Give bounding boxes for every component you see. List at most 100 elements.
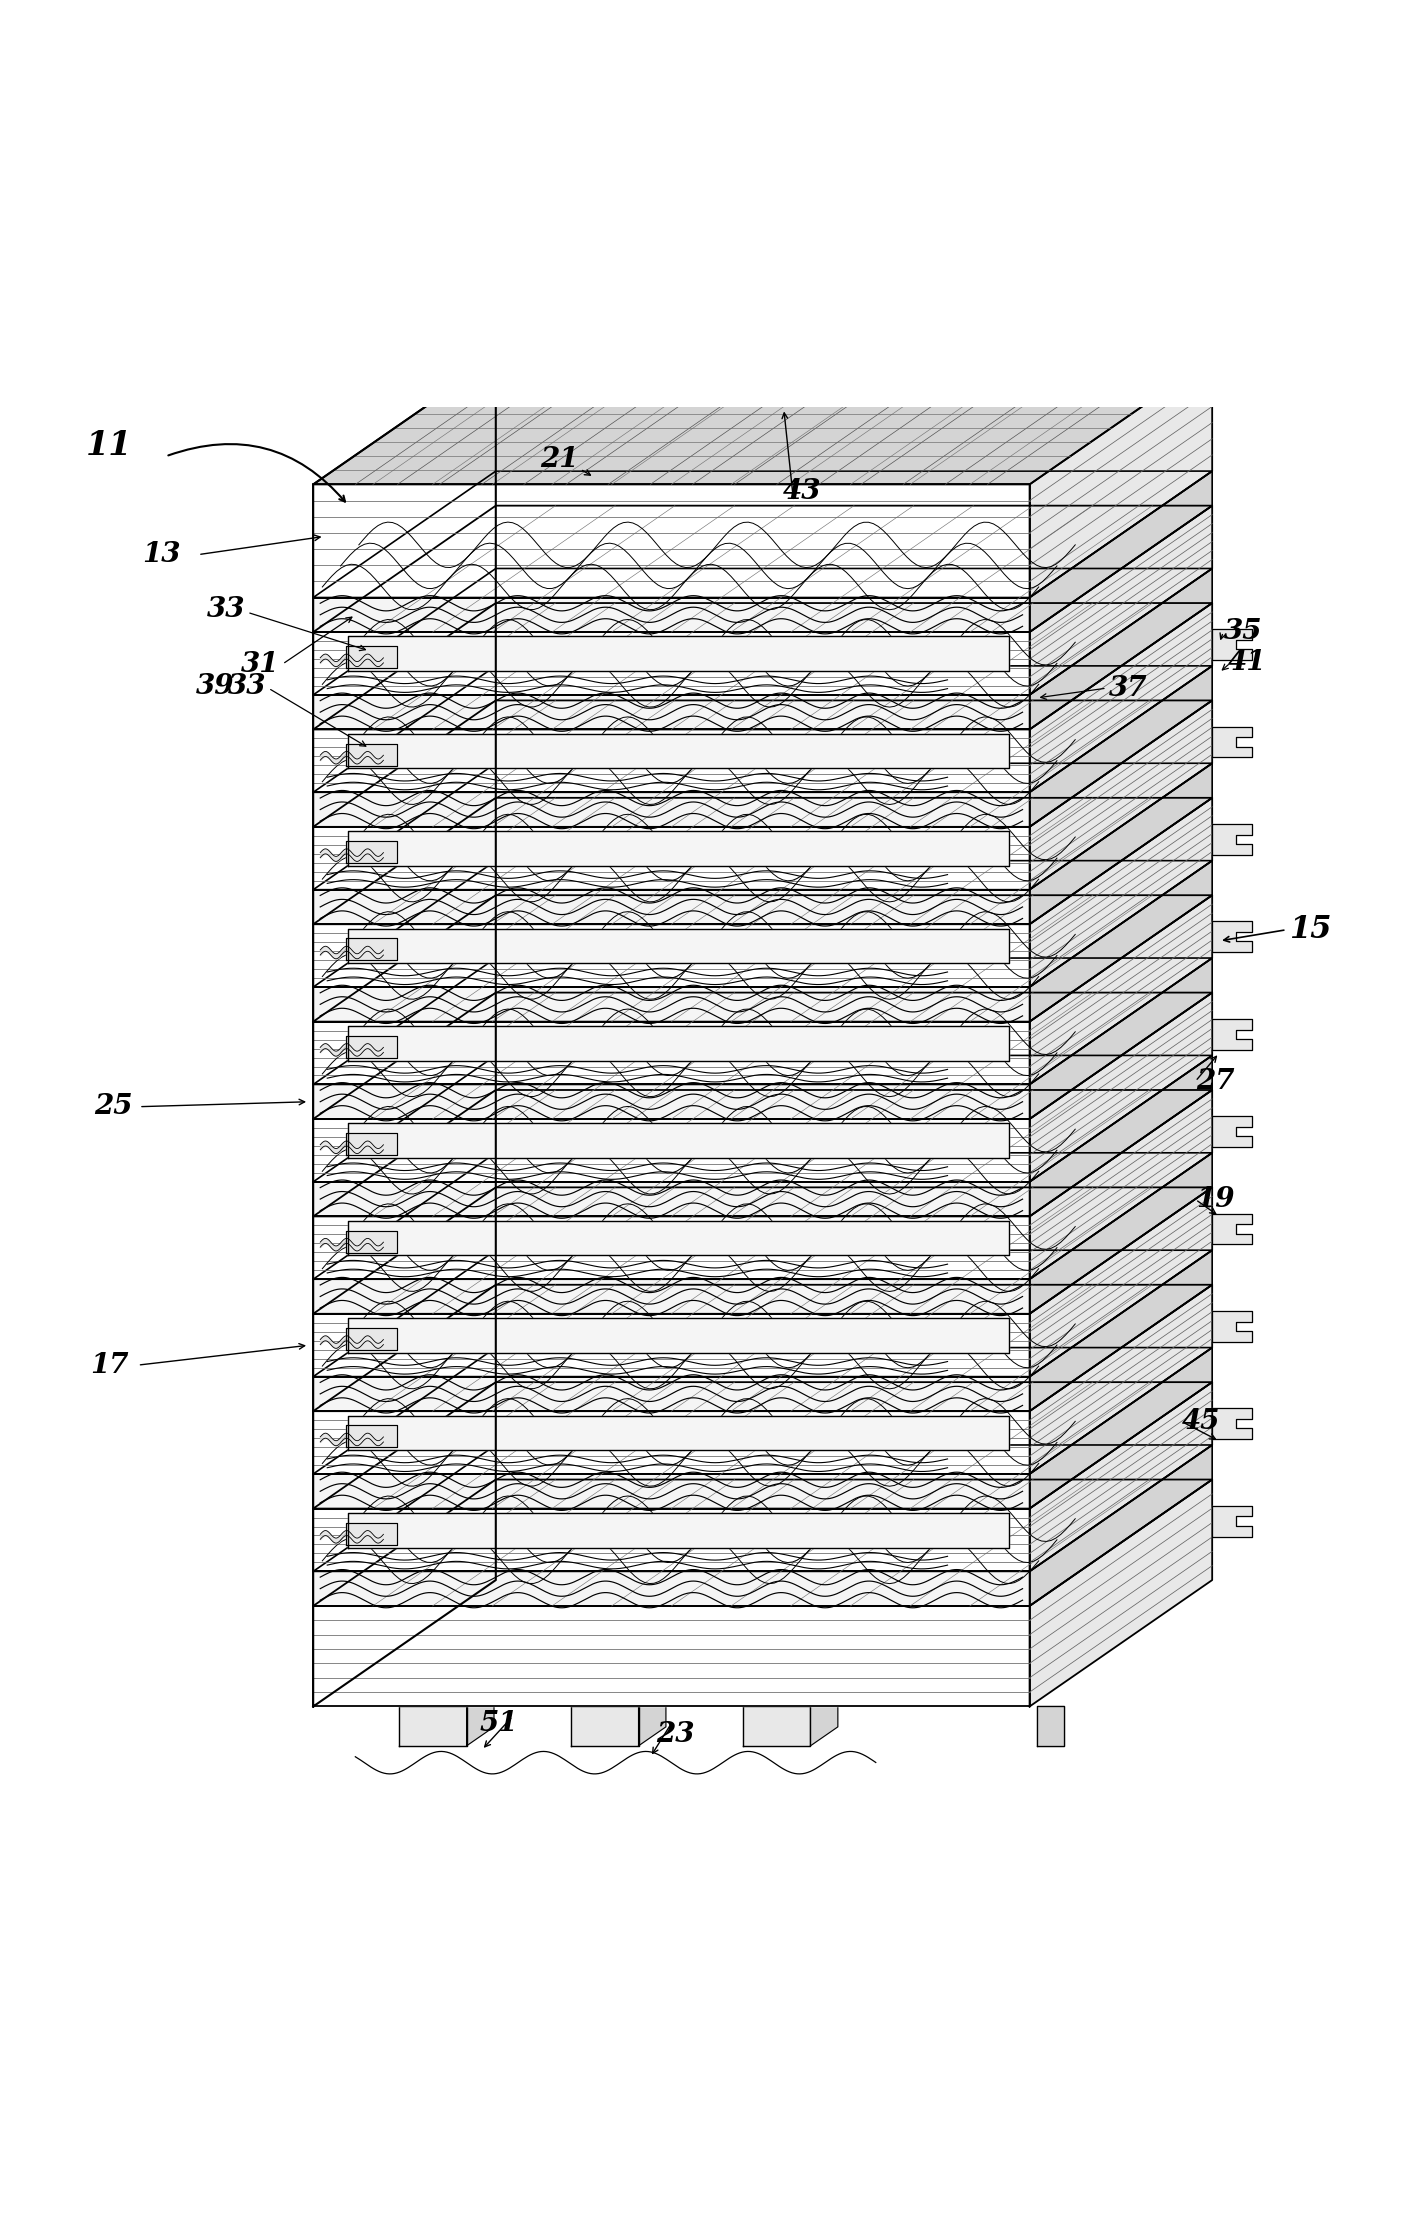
Polygon shape — [314, 695, 1030, 730]
Polygon shape — [1030, 1347, 1212, 1509]
Polygon shape — [639, 1686, 666, 1746]
Polygon shape — [1212, 1311, 1252, 1342]
Polygon shape — [314, 1021, 1030, 1085]
Polygon shape — [314, 1183, 1030, 1216]
Polygon shape — [1030, 1249, 1212, 1411]
Polygon shape — [314, 987, 1030, 1021]
Polygon shape — [314, 1607, 1030, 1706]
Polygon shape — [314, 1154, 1212, 1278]
Polygon shape — [1212, 823, 1252, 854]
Polygon shape — [346, 1036, 397, 1058]
Polygon shape — [314, 792, 1030, 828]
Polygon shape — [571, 1686, 666, 1706]
Polygon shape — [1030, 1056, 1212, 1216]
Polygon shape — [1030, 701, 1212, 890]
Polygon shape — [314, 1571, 1030, 1607]
Text: 41: 41 — [1228, 650, 1266, 677]
Polygon shape — [1212, 921, 1252, 952]
Polygon shape — [1030, 666, 1212, 828]
Polygon shape — [1212, 1116, 1252, 1147]
Polygon shape — [1030, 1187, 1212, 1376]
Polygon shape — [314, 959, 1212, 1085]
Polygon shape — [1037, 1706, 1064, 1746]
Polygon shape — [314, 1216, 1030, 1278]
Polygon shape — [346, 1327, 397, 1349]
Text: 11: 11 — [86, 428, 133, 462]
Polygon shape — [1030, 763, 1212, 925]
Polygon shape — [1030, 1480, 1212, 1706]
Polygon shape — [349, 928, 1009, 963]
Text: 33: 33 — [206, 597, 246, 624]
Polygon shape — [349, 1513, 1009, 1547]
Polygon shape — [314, 730, 1030, 792]
Polygon shape — [398, 1706, 466, 1746]
Text: 13: 13 — [143, 541, 181, 568]
Polygon shape — [314, 925, 1030, 987]
Text: 31: 31 — [240, 650, 278, 677]
Text: 15: 15 — [1289, 914, 1332, 945]
Polygon shape — [314, 828, 1030, 890]
Polygon shape — [1030, 1154, 1212, 1314]
Text: 27: 27 — [1195, 1067, 1234, 1094]
Polygon shape — [314, 666, 1212, 792]
Polygon shape — [1212, 1019, 1252, 1050]
Polygon shape — [1030, 959, 1212, 1118]
Polygon shape — [1030, 1285, 1212, 1473]
Polygon shape — [349, 734, 1009, 768]
Polygon shape — [743, 1686, 838, 1706]
Polygon shape — [314, 597, 1030, 632]
Polygon shape — [314, 1278, 1030, 1314]
Polygon shape — [314, 1187, 1212, 1314]
Polygon shape — [314, 894, 1212, 1021]
Polygon shape — [314, 1249, 1212, 1376]
Polygon shape — [314, 890, 1030, 925]
Polygon shape — [1212, 1409, 1252, 1440]
Polygon shape — [314, 1314, 1030, 1376]
Polygon shape — [314, 701, 1212, 828]
Polygon shape — [811, 1686, 838, 1746]
Polygon shape — [314, 861, 1212, 987]
Polygon shape — [314, 470, 1212, 597]
Polygon shape — [314, 1118, 1030, 1183]
Polygon shape — [346, 646, 397, 668]
Text: 45: 45 — [1181, 1407, 1221, 1436]
Polygon shape — [1030, 568, 1212, 730]
Polygon shape — [314, 1445, 1212, 1571]
Polygon shape — [314, 1473, 1030, 1509]
Polygon shape — [398, 1686, 495, 1706]
Text: 25: 25 — [95, 1094, 133, 1121]
Polygon shape — [1030, 799, 1212, 987]
Polygon shape — [1030, 357, 1212, 597]
Text: 43: 43 — [783, 477, 821, 506]
Polygon shape — [349, 832, 1009, 865]
Polygon shape — [314, 506, 1212, 632]
Polygon shape — [466, 1686, 495, 1746]
Polygon shape — [1030, 894, 1212, 1085]
Polygon shape — [314, 632, 1030, 695]
Polygon shape — [346, 743, 397, 766]
Text: 51: 51 — [479, 1711, 517, 1737]
Text: 35: 35 — [1224, 619, 1262, 646]
Polygon shape — [743, 1706, 811, 1746]
Polygon shape — [314, 1285, 1212, 1411]
Polygon shape — [1030, 1090, 1212, 1278]
Polygon shape — [314, 604, 1212, 730]
Polygon shape — [314, 992, 1212, 1118]
Polygon shape — [1030, 1445, 1212, 1607]
Polygon shape — [314, 568, 1212, 695]
Polygon shape — [314, 1411, 1030, 1473]
Polygon shape — [314, 763, 1212, 890]
Polygon shape — [314, 1382, 1212, 1509]
Polygon shape — [1037, 1706, 1064, 1746]
Polygon shape — [1030, 506, 1212, 695]
Polygon shape — [314, 1347, 1212, 1473]
Text: 23: 23 — [657, 1722, 695, 1749]
Polygon shape — [314, 1085, 1030, 1118]
Polygon shape — [1037, 1706, 1064, 1746]
Polygon shape — [346, 1425, 397, 1447]
Polygon shape — [314, 1509, 1030, 1571]
Polygon shape — [314, 799, 1212, 925]
Polygon shape — [1030, 1382, 1212, 1571]
Polygon shape — [349, 1220, 1009, 1256]
Polygon shape — [346, 1134, 397, 1156]
